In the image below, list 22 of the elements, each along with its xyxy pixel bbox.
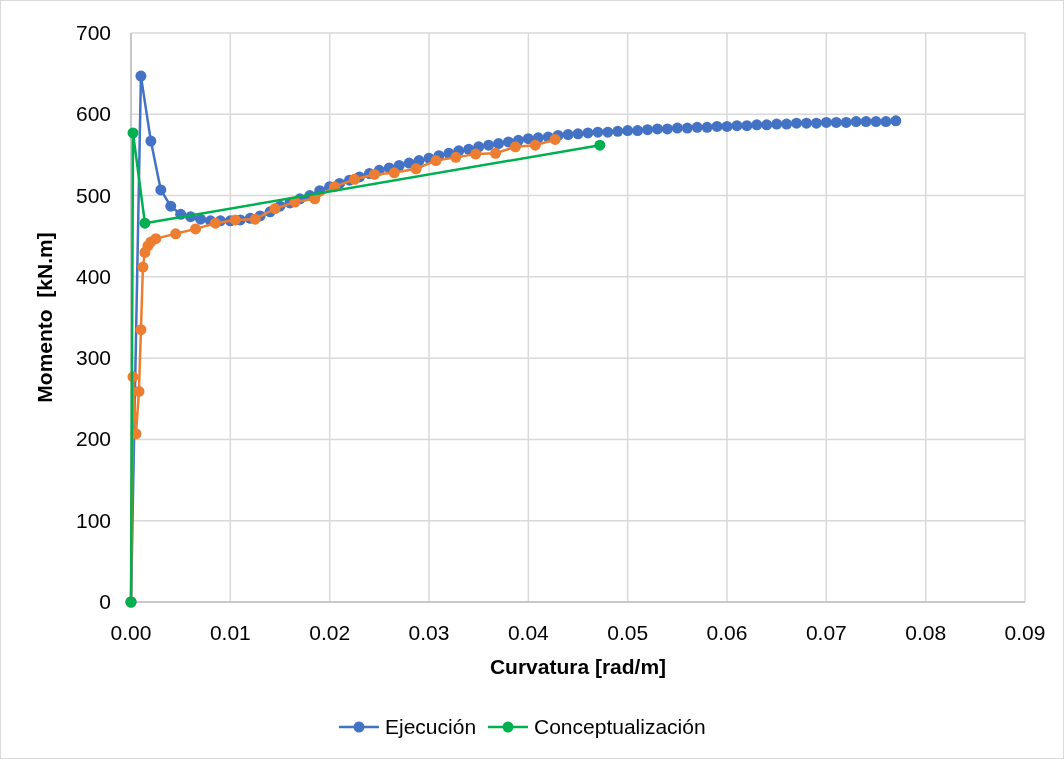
x-tick-label: 0.02 bbox=[309, 621, 351, 644]
y-axis-title: Momento [kN.m] bbox=[33, 232, 56, 403]
x-tick-label: 0.05 bbox=[607, 621, 649, 644]
x-tick-label: 0.08 bbox=[905, 621, 947, 644]
legend-label: Conceptualización bbox=[534, 715, 706, 738]
y-tick-label: 400 bbox=[75, 264, 111, 288]
x-tick-label: 0.00 bbox=[110, 621, 152, 644]
y-tick-label: 0 bbox=[99, 590, 111, 613]
y-tick-label: 100 bbox=[75, 508, 111, 532]
y-tick-label: 300 bbox=[75, 346, 111, 370]
legend-label: Ejecución bbox=[385, 715, 477, 738]
y-tick-label: 700 bbox=[75, 21, 111, 44]
y-tick-label: 600 bbox=[75, 102, 111, 126]
x-tick-label: 0.03 bbox=[408, 621, 450, 644]
x-tick-label: 0.01 bbox=[209, 621, 251, 644]
x-axis-title: Curvatura [rad/m] bbox=[489, 655, 667, 678]
x-tick-label: 0.04 bbox=[507, 621, 550, 644]
x-tick-label: 0.06 bbox=[706, 621, 748, 644]
x-tick-label: 0.07 bbox=[805, 621, 847, 644]
y-tick-label: 500 bbox=[75, 183, 111, 207]
x-tick-label: 0.09 bbox=[1004, 621, 1046, 644]
y-tick-label: 200 bbox=[75, 427, 111, 451]
